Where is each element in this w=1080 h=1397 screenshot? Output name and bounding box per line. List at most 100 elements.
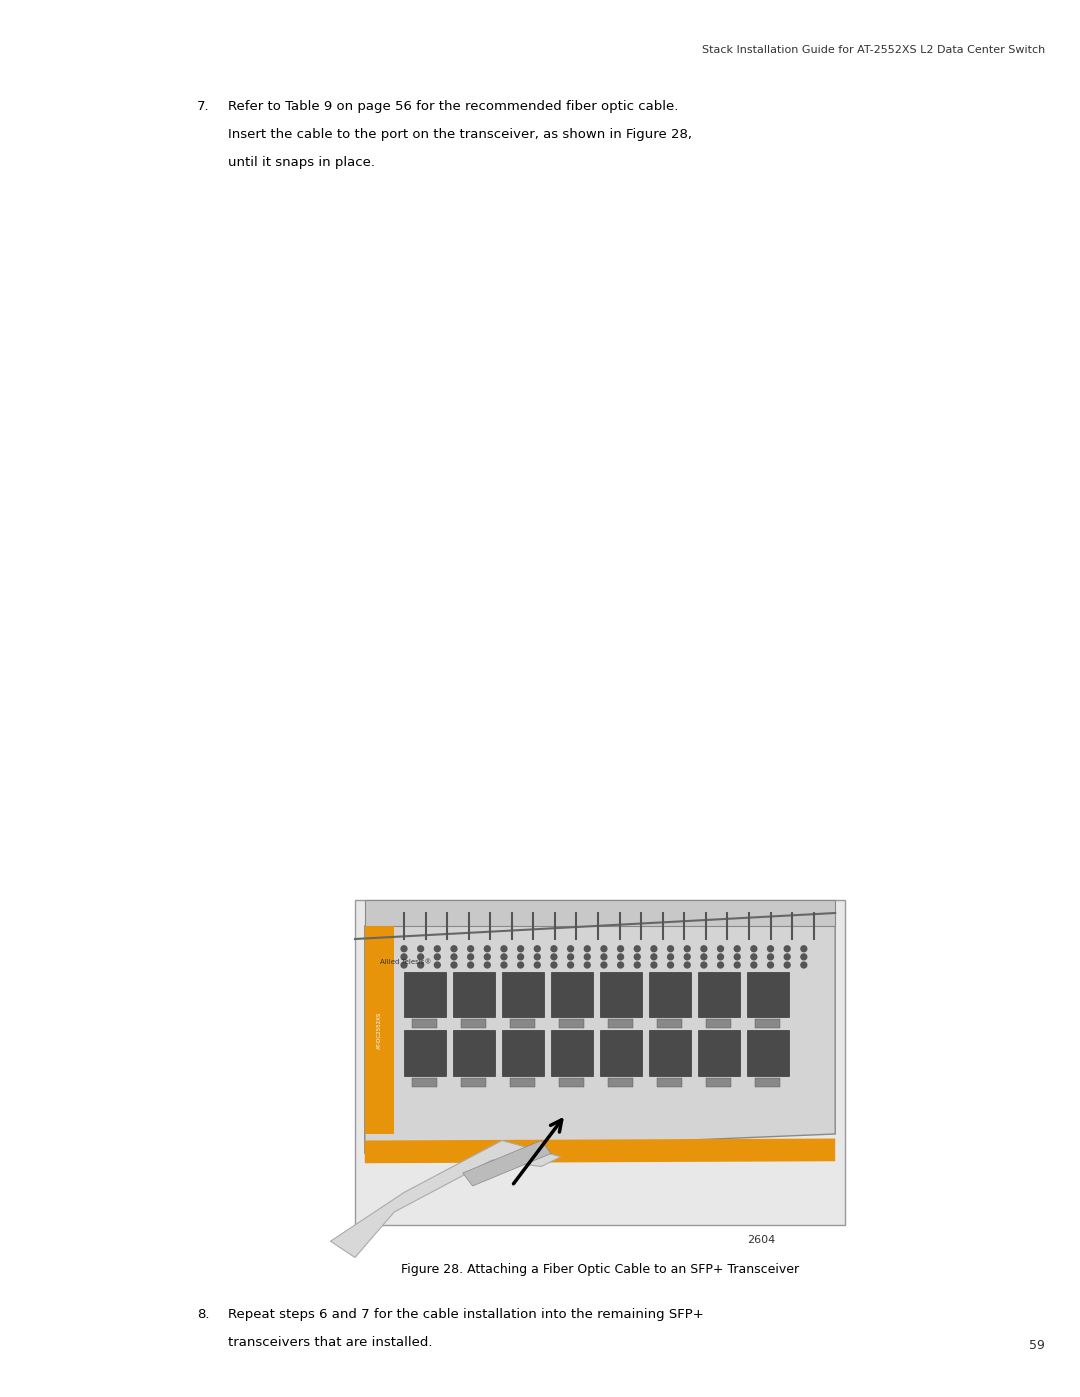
Bar (755, 1077, 781, 1087)
Bar (453, 971, 495, 1017)
Circle shape (451, 963, 457, 968)
Bar (502, 971, 543, 1017)
Bar (404, 1030, 446, 1076)
Bar (649, 971, 690, 1017)
Circle shape (600, 946, 607, 951)
Bar (453, 1030, 495, 1076)
Circle shape (784, 946, 791, 951)
Circle shape (451, 954, 457, 960)
Text: 7.: 7. (198, 101, 210, 113)
Circle shape (484, 954, 490, 960)
Circle shape (768, 954, 773, 960)
Bar (747, 1030, 788, 1076)
Circle shape (701, 946, 706, 951)
Bar (551, 1030, 593, 1076)
Circle shape (717, 963, 724, 968)
Bar (413, 1077, 437, 1087)
Bar (511, 1020, 536, 1028)
Circle shape (784, 963, 791, 968)
Text: 59: 59 (1029, 1338, 1045, 1352)
Polygon shape (365, 907, 835, 1154)
Bar (461, 1077, 486, 1087)
Bar (649, 1030, 690, 1076)
Bar (559, 1077, 584, 1087)
Circle shape (618, 963, 623, 968)
Bar (698, 1030, 740, 1076)
Circle shape (717, 954, 724, 960)
Circle shape (618, 946, 623, 951)
Circle shape (517, 963, 524, 968)
Circle shape (701, 954, 706, 960)
Circle shape (551, 954, 557, 960)
Circle shape (468, 954, 474, 960)
Circle shape (667, 963, 674, 968)
Circle shape (685, 954, 690, 960)
Bar (658, 1077, 683, 1087)
Bar (658, 1020, 683, 1028)
Circle shape (768, 946, 773, 951)
Circle shape (401, 946, 407, 951)
Circle shape (751, 963, 757, 968)
Circle shape (535, 954, 540, 960)
Circle shape (568, 963, 573, 968)
Text: until it snaps in place.: until it snaps in place. (228, 156, 375, 169)
Circle shape (535, 946, 540, 951)
Circle shape (734, 963, 740, 968)
Circle shape (667, 954, 674, 960)
Bar (608, 1020, 633, 1028)
Text: AT-DC2552XS: AT-DC2552XS (377, 1011, 382, 1049)
Circle shape (734, 946, 740, 951)
Circle shape (418, 954, 423, 960)
Circle shape (667, 946, 674, 951)
Bar (747, 971, 788, 1017)
Circle shape (468, 963, 474, 968)
Bar (600, 971, 642, 1017)
Circle shape (618, 954, 623, 960)
Bar (511, 1077, 536, 1087)
Circle shape (501, 946, 507, 951)
Text: Allied Telesis®: Allied Telesis® (379, 958, 431, 964)
Bar (413, 1020, 437, 1028)
Text: Figure 28. Attaching a Fiber Optic Cable to an SFP+ Transceiver: Figure 28. Attaching a Fiber Optic Cable… (401, 1263, 799, 1275)
Circle shape (484, 946, 490, 951)
Circle shape (634, 946, 640, 951)
Circle shape (568, 954, 573, 960)
Circle shape (418, 946, 423, 951)
Polygon shape (365, 1139, 835, 1164)
Bar (365, 926, 394, 1134)
Circle shape (434, 946, 441, 951)
Bar (706, 1020, 731, 1028)
Circle shape (634, 954, 640, 960)
Polygon shape (365, 900, 835, 926)
Text: Insert the cable to the port on the transceiver, as shown in Figure 28,: Insert the cable to the port on the tran… (228, 129, 692, 141)
Bar (608, 1077, 633, 1087)
Circle shape (434, 954, 441, 960)
Bar (706, 1077, 731, 1087)
Circle shape (401, 954, 407, 960)
Circle shape (600, 954, 607, 960)
Circle shape (600, 963, 607, 968)
Circle shape (568, 946, 573, 951)
Circle shape (584, 963, 590, 968)
Bar (755, 1020, 781, 1028)
Circle shape (484, 963, 490, 968)
Bar (698, 971, 740, 1017)
Text: Stack Installation Guide for AT-2552XS L2 Data Center Switch: Stack Installation Guide for AT-2552XS L… (702, 45, 1045, 54)
Bar (551, 971, 593, 1017)
Circle shape (801, 954, 807, 960)
Circle shape (784, 954, 791, 960)
Circle shape (401, 963, 407, 968)
Bar (355, 900, 845, 1225)
Text: transceivers that are installed.: transceivers that are installed. (228, 1336, 432, 1350)
Circle shape (535, 963, 540, 968)
Bar (559, 1020, 584, 1028)
Text: 2604: 2604 (747, 1235, 775, 1245)
Circle shape (701, 963, 706, 968)
Circle shape (685, 946, 690, 951)
Bar (461, 1020, 486, 1028)
Circle shape (468, 946, 474, 951)
Text: 8.: 8. (198, 1308, 210, 1322)
Circle shape (751, 946, 757, 951)
Circle shape (651, 954, 657, 960)
Circle shape (418, 963, 423, 968)
